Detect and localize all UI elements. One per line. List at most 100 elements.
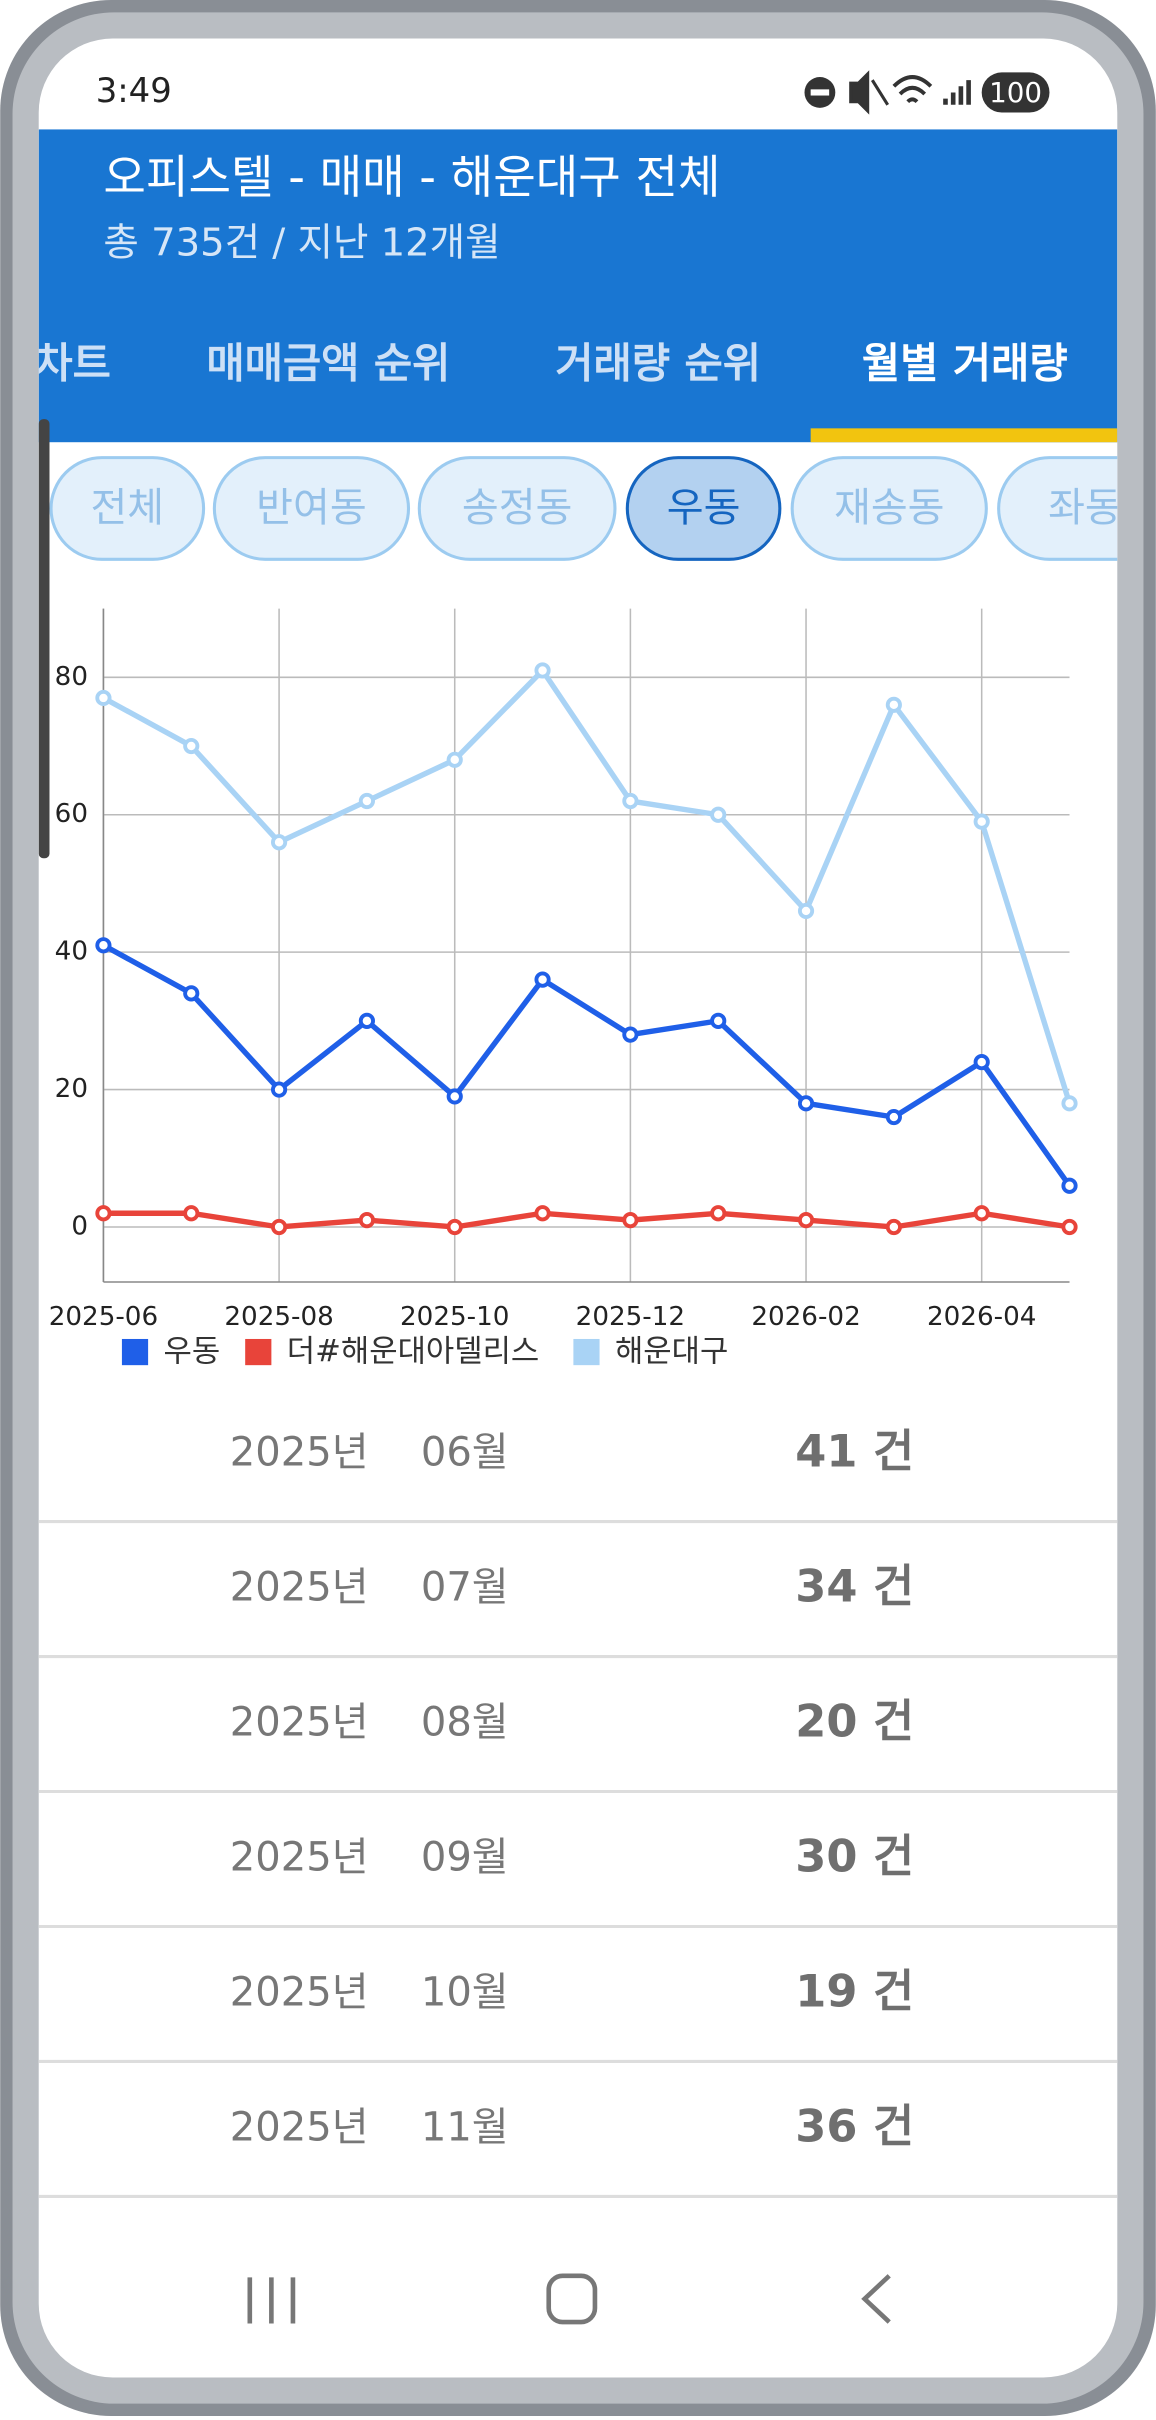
side-handle [38,419,50,859]
wifi-icon [892,75,933,104]
series-line [102,667,1073,1105]
signal-icon [943,80,971,105]
row-count: 30 건 [795,1830,914,1882]
row-year: 2025년 [230,1834,369,1880]
data-point [885,696,902,713]
row-year: 2025년 [230,1699,369,1745]
tab-indicator [810,428,1118,443]
filter-label[interactable]: 재송동 [834,485,945,531]
data-point [1061,1095,1078,1112]
row-month: 06월 [421,1430,509,1476]
filter-label[interactable]: 우동 [667,485,741,531]
legend-swatch [573,1338,600,1366]
data-point [183,985,200,1002]
y-tick-label: 40 [55,937,88,967]
tab[interactable]: 매매금액 순위 [206,339,450,388]
x-tick-label: 2025-10 [400,1302,509,1332]
data-point [183,1205,200,1222]
filter-chip[interactable] [49,456,206,561]
data-point [446,751,463,768]
y-tick-label: 80 [55,662,88,692]
data-point [270,1081,288,1098]
data-point [183,737,200,755]
battery-level: 100 [989,76,1042,109]
filter-chip[interactable] [997,456,1156,561]
filter-chip[interactable] [212,456,411,561]
nav-home[interactable] [546,2273,598,2325]
row-count: 41 건 [795,1426,914,1478]
legend-swatch [121,1338,149,1366]
data-point [95,937,112,954]
filter-label[interactable]: 반여동 [256,485,367,531]
row-month: 07월 [421,1565,509,1611]
data-point [885,1108,902,1126]
data-point [797,1095,815,1112]
filter-label[interactable]: 좌동 [1048,485,1122,531]
data-point [446,1088,463,1105]
row-year: 2025년 [230,1969,369,2015]
filter-label[interactable]: 전체 [90,485,164,531]
row-year: 2025년 [230,2104,369,2150]
legend-swatch [245,1338,272,1366]
data-point [534,971,551,988]
data-point [710,806,727,823]
filter-chip[interactable] [625,456,782,561]
data-point [622,792,639,810]
dnd-bar [810,89,830,96]
legend-label: 더#해운대아델리스 [287,1333,539,1369]
header-title: 오피스텔 - 매매 - 해운대구 전체 [103,150,720,204]
row-year: 2025년 [230,1430,369,1476]
data-point [973,1205,990,1222]
data-point [1061,1218,1078,1236]
tab[interactable]: 월별 거래량 [862,339,1068,388]
header-subtitle: 총 735건 / 지난 12개월 [103,220,500,265]
nav-recent[interactable] [247,2277,296,2324]
data-point [622,1026,639,1043]
series-line [102,942,1072,1188]
battery [981,72,1050,113]
nav-back[interactable] [861,2274,891,2324]
data-point [1061,1177,1078,1194]
data-point [358,792,375,810]
row-count: 20 건 [795,1695,914,1747]
row-count: 19 건 [795,1965,914,2017]
tab[interactable]: 차트 [34,339,111,388]
data-point [446,1218,463,1236]
data-point [622,1212,639,1229]
data-point [534,1205,551,1222]
filter-label[interactable]: 송정동 [462,485,573,531]
x-tick-label: 2025-12 [576,1302,685,1332]
x-tick-label: 2026-02 [751,1302,860,1332]
row-month: 08월 [421,1699,509,1745]
filter-chip[interactable] [417,456,617,561]
y-tick-label: 20 [55,1074,88,1104]
time: 3:49 [96,71,172,110]
app-header [38,129,1118,443]
data-point [358,1012,375,1029]
data-point [270,834,288,851]
series-line [103,1210,1070,1230]
x-tick-label: 2026-04 [927,1302,1036,1332]
tab[interactable]: 거래량 순위 [555,339,761,388]
x-tick-label: 2025-06 [49,1302,158,1332]
data-point [885,1218,902,1236]
legend-label: 해운대구 [615,1333,728,1369]
data-point [270,1218,288,1236]
row-month: 10월 [421,1969,509,2015]
row-month: 11월 [421,2104,509,2150]
data-point [973,813,990,830]
data-point [95,689,112,707]
x-tick-label: 2025-08 [224,1302,333,1332]
data-point [797,902,815,920]
screen-content: 3:49 100 오피스텔 - 매매 - 해운대구 전체 총 735건 / 지난… [34,70,1156,2325]
data-point [973,1054,990,1071]
data-point [710,1012,727,1029]
row-year: 2025년 [230,1565,369,1611]
data-point [710,1205,727,1222]
y-tick-label: 0 [71,1211,88,1241]
y-tick-label: 60 [55,799,88,829]
filter-chip[interactable] [790,456,988,561]
row-month: 09월 [421,1834,509,1880]
data-point [95,1205,112,1222]
